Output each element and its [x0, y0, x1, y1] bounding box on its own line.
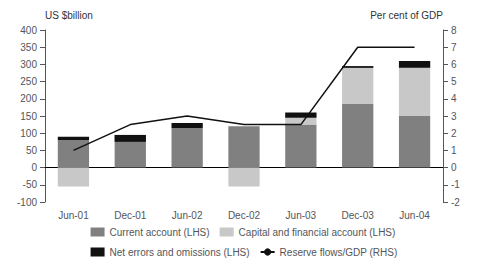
svg-text:Dec-02: Dec-02 — [228, 210, 261, 221]
svg-text:100: 100 — [20, 128, 37, 139]
svg-text:3: 3 — [451, 111, 457, 122]
svg-text:Dec-03: Dec-03 — [342, 210, 375, 221]
svg-text:150: 150 — [20, 111, 37, 122]
svg-text:200: 200 — [20, 93, 37, 104]
svg-text:Reserve flows/GDP (RHS): Reserve flows/GDP (RHS) — [280, 247, 398, 258]
svg-text:-2: -2 — [451, 197, 460, 208]
svg-text:Jun-04: Jun-04 — [399, 210, 430, 221]
svg-text:300: 300 — [20, 59, 37, 70]
svg-text:5: 5 — [451, 76, 457, 87]
svg-text:-100: -100 — [17, 197, 37, 208]
svg-text:350: 350 — [20, 42, 37, 53]
svg-text:US $billion: US $billion — [45, 10, 93, 21]
svg-text:Current account (LHS): Current account (LHS) — [110, 227, 210, 238]
svg-text:Jun-01: Jun-01 — [58, 210, 89, 221]
svg-text:400: 400 — [20, 25, 37, 36]
svg-text:2: 2 — [451, 128, 457, 139]
svg-text:0: 0 — [31, 162, 37, 173]
svg-text:Capital and financial account: Capital and financial account (LHS) — [239, 227, 396, 238]
svg-text:Dec-01: Dec-01 — [114, 210, 147, 221]
svg-text:250: 250 — [20, 76, 37, 87]
svg-text:Net errors and omissions (LHS): Net errors and omissions (LHS) — [110, 247, 250, 258]
svg-text:1: 1 — [451, 145, 457, 156]
svg-text:6: 6 — [451, 59, 457, 70]
svg-text:Per cent of GDP: Per cent of GDP — [370, 10, 443, 21]
svg-text:50: 50 — [26, 145, 38, 156]
svg-text:-50: -50 — [23, 179, 38, 190]
svg-text:Jun-03: Jun-03 — [286, 210, 317, 221]
svg-text:7: 7 — [451, 42, 457, 53]
svg-text:-1: -1 — [451, 179, 460, 190]
svg-text:Jun-02: Jun-02 — [172, 210, 203, 221]
svg-text:8: 8 — [451, 25, 457, 36]
svg-text:0: 0 — [451, 162, 457, 173]
svg-text:4: 4 — [451, 93, 457, 104]
